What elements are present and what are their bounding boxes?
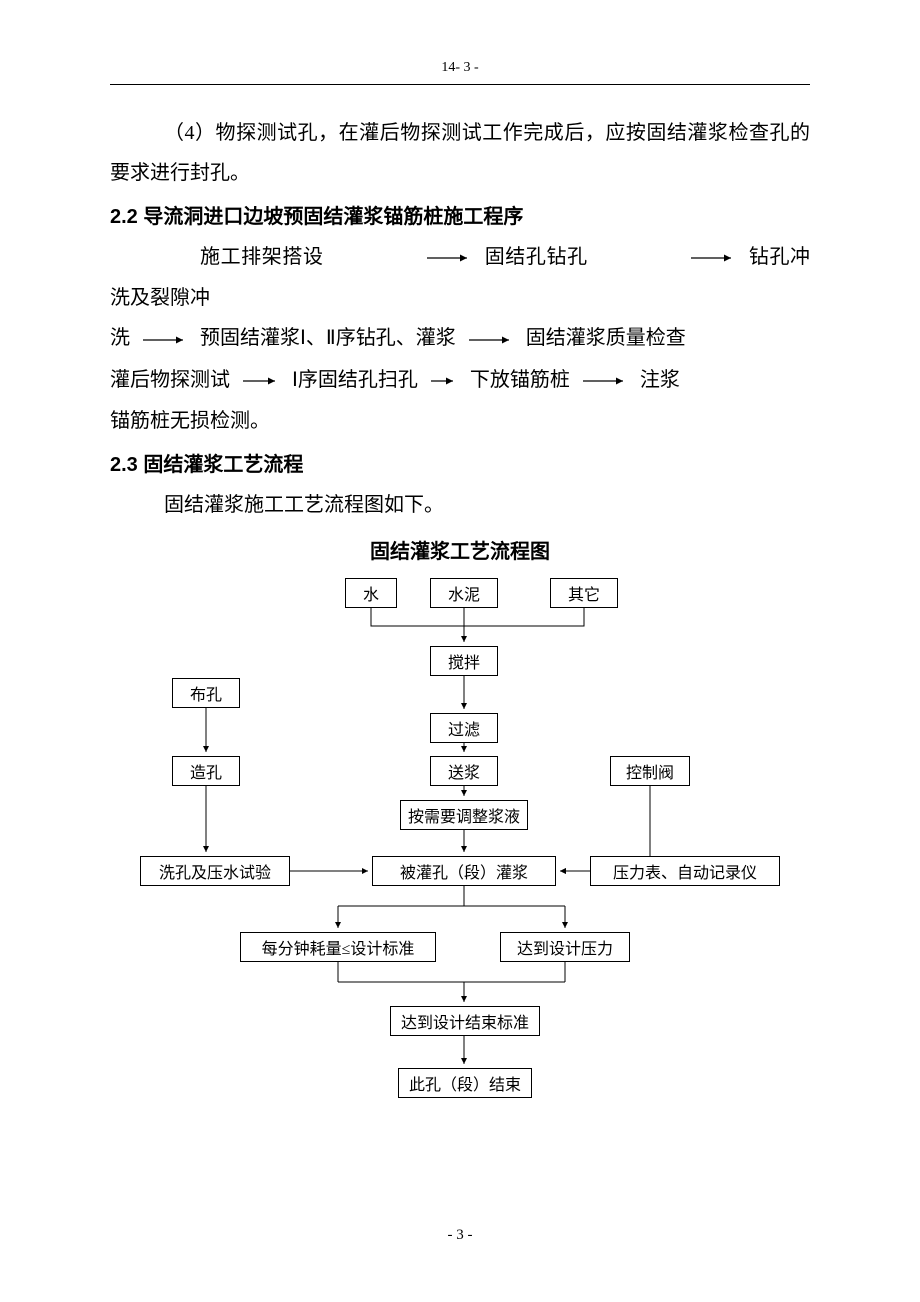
fc-box-pump: 送浆 <box>430 756 498 786</box>
paragraph-2-3: 固结灌浆施工工艺流程图如下。 <box>110 485 810 525</box>
fc-box-done: 此孔（段）结束 <box>398 1068 532 1098</box>
flowchart-diagram: 水 水泥 其它 搅拌 布孔 过滤 造孔 送浆 控制阀 按需要调整浆液 洗孔及压水… <box>110 578 810 1118</box>
flow-step-3b: 洗 <box>110 327 130 349</box>
arrow-icon <box>599 238 737 278</box>
flow-step-2: 固结孔钻孔 <box>485 246 588 268</box>
fc-box-grout: 被灌孔（段）灌浆 <box>372 856 556 886</box>
flow-step-7: Ⅰ序固结孔扫孔 <box>292 369 418 391</box>
fc-box-wash: 洗孔及压水试验 <box>140 856 290 886</box>
fc-box-water: 水 <box>345 578 397 608</box>
fc-box-adjust: 按需要调整浆液 <box>400 800 528 830</box>
fc-box-mix: 搅拌 <box>430 646 498 676</box>
footer-page-number: - 3 - <box>0 1227 920 1244</box>
heading-2-3: 2.3 固结灌浆工艺流程 <box>110 445 810 485</box>
fc-box-filter: 过滤 <box>430 713 498 743</box>
flow-step-9: 注浆 <box>640 369 680 391</box>
flow-step-8: 下放锚筋桩 <box>470 369 570 391</box>
heading-2-2: 2.2 导流洞进口边坡预固结灌浆锚筋桩施工程序 <box>110 197 810 237</box>
arrow-icon <box>141 320 189 360</box>
arrow-icon <box>581 361 629 401</box>
fc-box-cement: 水泥 <box>430 578 498 608</box>
fc-box-other: 其它 <box>550 578 618 608</box>
flow-step-5: 固结灌浆质量检查 <box>526 327 686 349</box>
fc-box-pressure: 达到设计压力 <box>500 932 630 962</box>
fc-box-drill: 造孔 <box>172 756 240 786</box>
arrow-icon <box>335 238 473 278</box>
procedure-flow-2-2: 施工排架搭设 固结孔钻孔 钻孔冲洗及裂隙冲 洗 预固结灌浆Ⅰ、Ⅱ序钻孔、灌浆 固… <box>110 237 810 441</box>
header-page-number: 14- 3 - <box>110 60 810 85</box>
fc-box-layout: 布孔 <box>172 678 240 708</box>
fc-box-valve: 控制阀 <box>610 756 690 786</box>
flowchart-title: 固结灌浆工艺流程图 <box>110 535 810 564</box>
arrow-icon <box>429 361 459 401</box>
fc-box-gauge: 压力表、自动记录仪 <box>590 856 780 886</box>
paragraph-4: （4）物探测试孔，在灌后物探测试工作完成后，应按固结灌浆检查孔的要求进行封孔。 <box>110 113 810 193</box>
flow-step-10: 锚筋桩无损检测。 <box>110 410 270 432</box>
flow-step-1: 施工排架搭设 <box>200 246 324 268</box>
fc-box-rate: 每分钟耗量≤设计标准 <box>240 932 436 962</box>
arrow-icon <box>241 361 281 401</box>
arrow-icon <box>467 320 515 360</box>
fc-box-end-std: 达到设计结束标准 <box>390 1006 540 1036</box>
flow-step-6: 灌后物探测试 <box>110 369 230 391</box>
flow-step-4: 预固结灌浆Ⅰ、Ⅱ序钻孔、灌浆 <box>200 327 456 349</box>
